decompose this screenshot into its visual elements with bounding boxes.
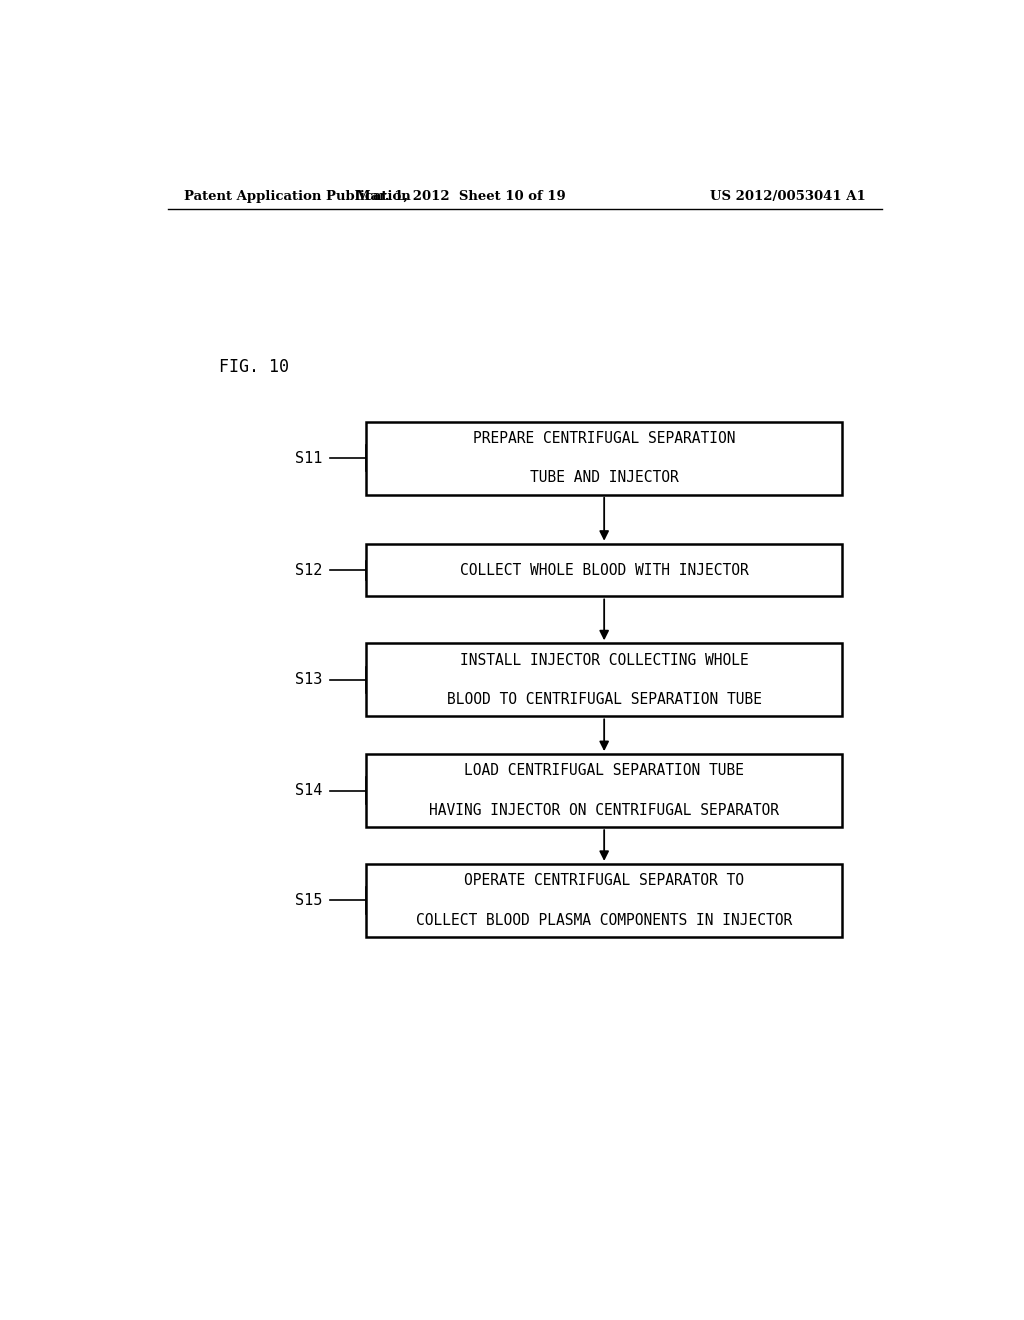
Text: S15: S15 [295,892,323,908]
Bar [367,544,842,597]
Text: COLLECT BLOOD PLASMA COMPONENTS IN INJECTOR: COLLECT BLOOD PLASMA COMPONENTS IN INJEC… [416,912,793,928]
Text: PREPARE CENTRIFUGAL SEPARATION: PREPARE CENTRIFUGAL SEPARATION [473,430,735,446]
Text: TUBE AND INJECTOR: TUBE AND INJECTOR [529,470,679,486]
Text: HAVING INJECTOR ON CENTRIFUGAL SEPARATOR: HAVING INJECTOR ON CENTRIFUGAL SEPARATOR [429,803,779,818]
Bar [367,643,842,717]
Bar [367,863,842,937]
Text: S14: S14 [295,783,323,799]
Text: INSTALL INJECTOR COLLECTING WHOLE: INSTALL INJECTOR COLLECTING WHOLE [460,652,749,668]
Text: S12: S12 [295,562,323,578]
Text: FIG. 10: FIG. 10 [219,358,289,376]
Text: BLOOD TO CENTRIFUGAL SEPARATION TUBE: BLOOD TO CENTRIFUGAL SEPARATION TUBE [446,692,762,708]
Text: Patent Application Publication: Patent Application Publication [183,190,411,202]
Text: US 2012/0053041 A1: US 2012/0053041 A1 [711,190,866,202]
Text: Mar. 1, 2012  Sheet 10 of 19: Mar. 1, 2012 Sheet 10 of 19 [356,190,566,202]
Text: S13: S13 [295,672,323,688]
Bar [367,421,842,495]
Text: COLLECT WHOLE BLOOD WITH INJECTOR: COLLECT WHOLE BLOOD WITH INJECTOR [460,562,749,578]
Text: LOAD CENTRIFUGAL SEPARATION TUBE: LOAD CENTRIFUGAL SEPARATION TUBE [464,763,744,779]
Text: S11: S11 [295,450,323,466]
Bar [367,754,842,828]
Text: OPERATE CENTRIFUGAL SEPARATOR TO: OPERATE CENTRIFUGAL SEPARATOR TO [464,873,744,888]
